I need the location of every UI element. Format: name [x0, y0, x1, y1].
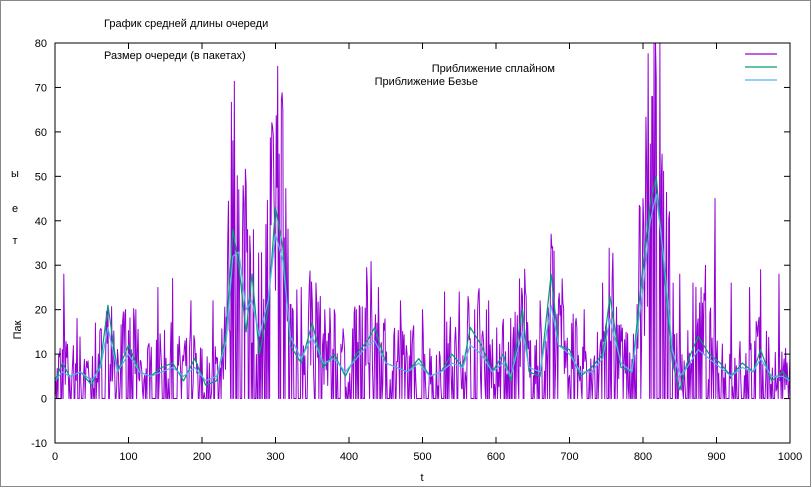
y-axis-label-part-2: т	[12, 235, 17, 247]
y-tick-label: 30	[35, 260, 47, 272]
series-spline-line	[54, 175, 791, 391]
legend: Приближение сплайном Приближение Безье	[375, 53, 777, 88]
x-tick-label: 400	[340, 451, 358, 463]
y-tick-label: 20	[35, 305, 47, 317]
y-tick-label: 40	[35, 216, 47, 228]
series-layer	[54, 42, 791, 400]
x-tick-label: 700	[560, 451, 578, 463]
axes-layer: 0 100 200 300 400 500 600 700 800 900 1000 -10 0 10 20…	[31, 38, 802, 463]
x-tick-label: 0	[52, 451, 58, 463]
legend-label-spline: Приближение сплайном	[432, 63, 555, 75]
y-axis-label-part-4: ы	[11, 168, 19, 180]
y-tick-label: -10	[31, 438, 47, 450]
x-tick-label: 300	[266, 451, 284, 463]
x-axis-label: t	[420, 472, 423, 484]
x-tick-label: 800	[634, 451, 652, 463]
x-tick-label: 600	[487, 451, 505, 463]
x-tick-label: 1000	[778, 451, 802, 463]
y-tick-label: 10	[35, 349, 47, 361]
y-axis-label-part-1: Пак	[12, 320, 24, 339]
series-bezier-line	[54, 193, 791, 382]
y-tick-label: 70	[35, 82, 47, 94]
y-tick-label: 50	[35, 171, 47, 183]
chart-annotation: Размер очереди (в пакетах)	[104, 50, 246, 62]
y-tick-label: 60	[35, 127, 47, 139]
legend-label-bezier: Приближение Безье	[375, 76, 478, 88]
y-axis-label-part-3: е	[12, 203, 18, 215]
y-tick-label: 0	[41, 394, 47, 406]
x-tick-label: 100	[119, 451, 137, 463]
x-tick-label: 900	[707, 451, 725, 463]
y-tick-label: 80	[35, 38, 47, 50]
chart-title: График средней длины очереди	[104, 18, 268, 30]
series-raw-line	[54, 42, 791, 400]
x-tick-label: 500	[413, 451, 431, 463]
x-tick-label: 200	[193, 451, 211, 463]
